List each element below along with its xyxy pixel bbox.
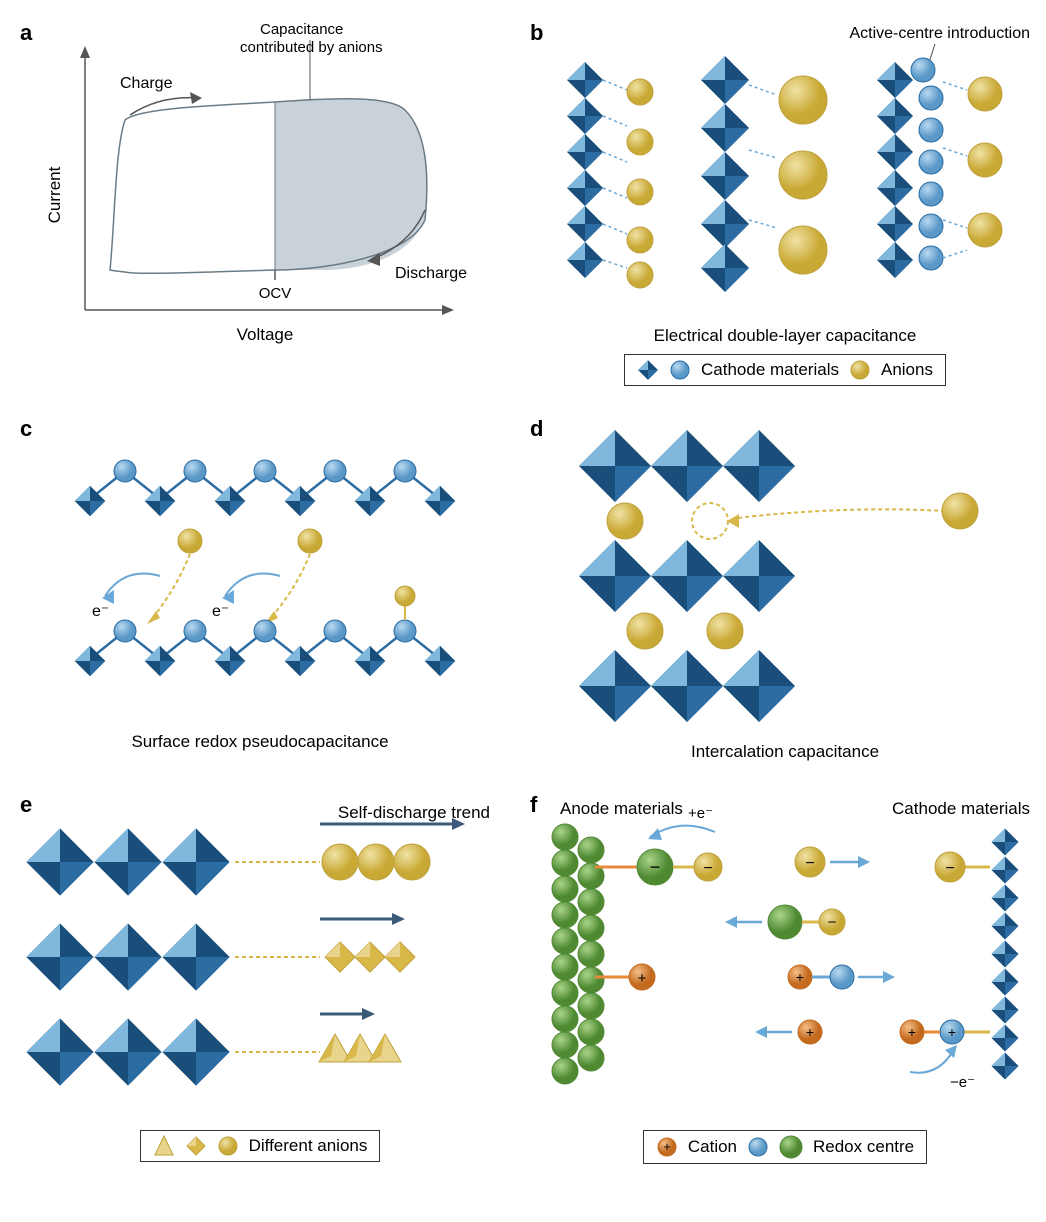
svg-text:−: −: [650, 857, 661, 877]
self-discharge-label: Self-discharge trend: [338, 803, 490, 822]
panel-label-b: b: [530, 20, 543, 46]
panel-b: b: [530, 20, 1040, 386]
panel-e: e Self-discharge trend: [20, 792, 500, 1164]
legend-b: Cathode materials Anions: [624, 354, 946, 386]
svg-text:+: +: [806, 1024, 814, 1040]
top-annot-1: Capacitance: [260, 21, 343, 38]
panel-c-caption: Surface redox pseudocapacitance: [20, 732, 500, 752]
cathode-label: Cathode materials: [892, 799, 1030, 818]
top-annot-2: contributed by anions: [240, 39, 383, 56]
legend-cathode-text: Cathode materials: [701, 360, 839, 380]
intercalation-diagram: [535, 416, 1035, 736]
active-centre-label: Active-centre introduction: [849, 25, 1030, 42]
cv-curve-diagram: Current Voltage OCV Charge Discharge Cap…: [30, 20, 490, 360]
svg-text:−: −: [828, 914, 837, 931]
electron-label-1: e⁻: [92, 603, 109, 620]
panel-a: a Current Voltage OCV Charge: [20, 20, 500, 386]
legend-cation-text: Cation: [688, 1137, 737, 1157]
svg-text:+: +: [796, 969, 804, 985]
self-discharge-diagram: Self-discharge trend: [20, 792, 500, 1122]
panel-label-d: d: [530, 416, 543, 442]
redox-transport-diagram: Anode materials Cathode materials: [530, 792, 1040, 1122]
edlc-diagram: Active-centre introduction: [535, 20, 1035, 320]
x-axis-label: Voltage: [237, 325, 294, 344]
minus-e-label: −e⁻: [950, 1074, 975, 1091]
panel-d: d: [530, 416, 1040, 762]
y-axis-label: Current: [45, 166, 64, 223]
panel-b-caption: Electrical double-layer capacitance: [530, 326, 1040, 346]
plus-e-label: +e⁻: [688, 805, 713, 822]
svg-text:+: +: [663, 1139, 671, 1154]
panel-label-f: f: [530, 792, 537, 818]
legend-redox-text: Redox centre: [813, 1137, 914, 1157]
legend-f: + Cation Redox centre: [643, 1130, 927, 1164]
svg-text:+: +: [948, 1024, 956, 1040]
discharge-label: Discharge: [395, 265, 467, 282]
surface-redox-diagram: e⁻ e⁻: [30, 416, 490, 726]
panel-d-caption: Intercalation capacitance: [530, 742, 1040, 762]
svg-text:−: −: [703, 860, 712, 877]
svg-text:+: +: [908, 1024, 916, 1040]
panel-label-a: a: [20, 20, 32, 46]
charge-label: Charge: [120, 75, 173, 92]
svg-text:+: +: [638, 970, 647, 987]
ocv-label: OCV: [259, 285, 292, 302]
legend-e-text: Different anions: [249, 1136, 368, 1156]
panel-label-e: e: [20, 792, 32, 818]
legend-e: Different anions: [140, 1130, 381, 1162]
svg-text:−: −: [945, 860, 954, 877]
panel-label-c: c: [20, 416, 32, 442]
electron-label-2: e⁻: [212, 603, 229, 620]
legend-anions-text: Anions: [881, 360, 933, 380]
anode-label: Anode materials: [560, 799, 683, 818]
panel-f: f Anode materials Cathode materials: [530, 792, 1040, 1164]
svg-text:−: −: [805, 855, 814, 872]
panel-c: c: [20, 416, 500, 762]
